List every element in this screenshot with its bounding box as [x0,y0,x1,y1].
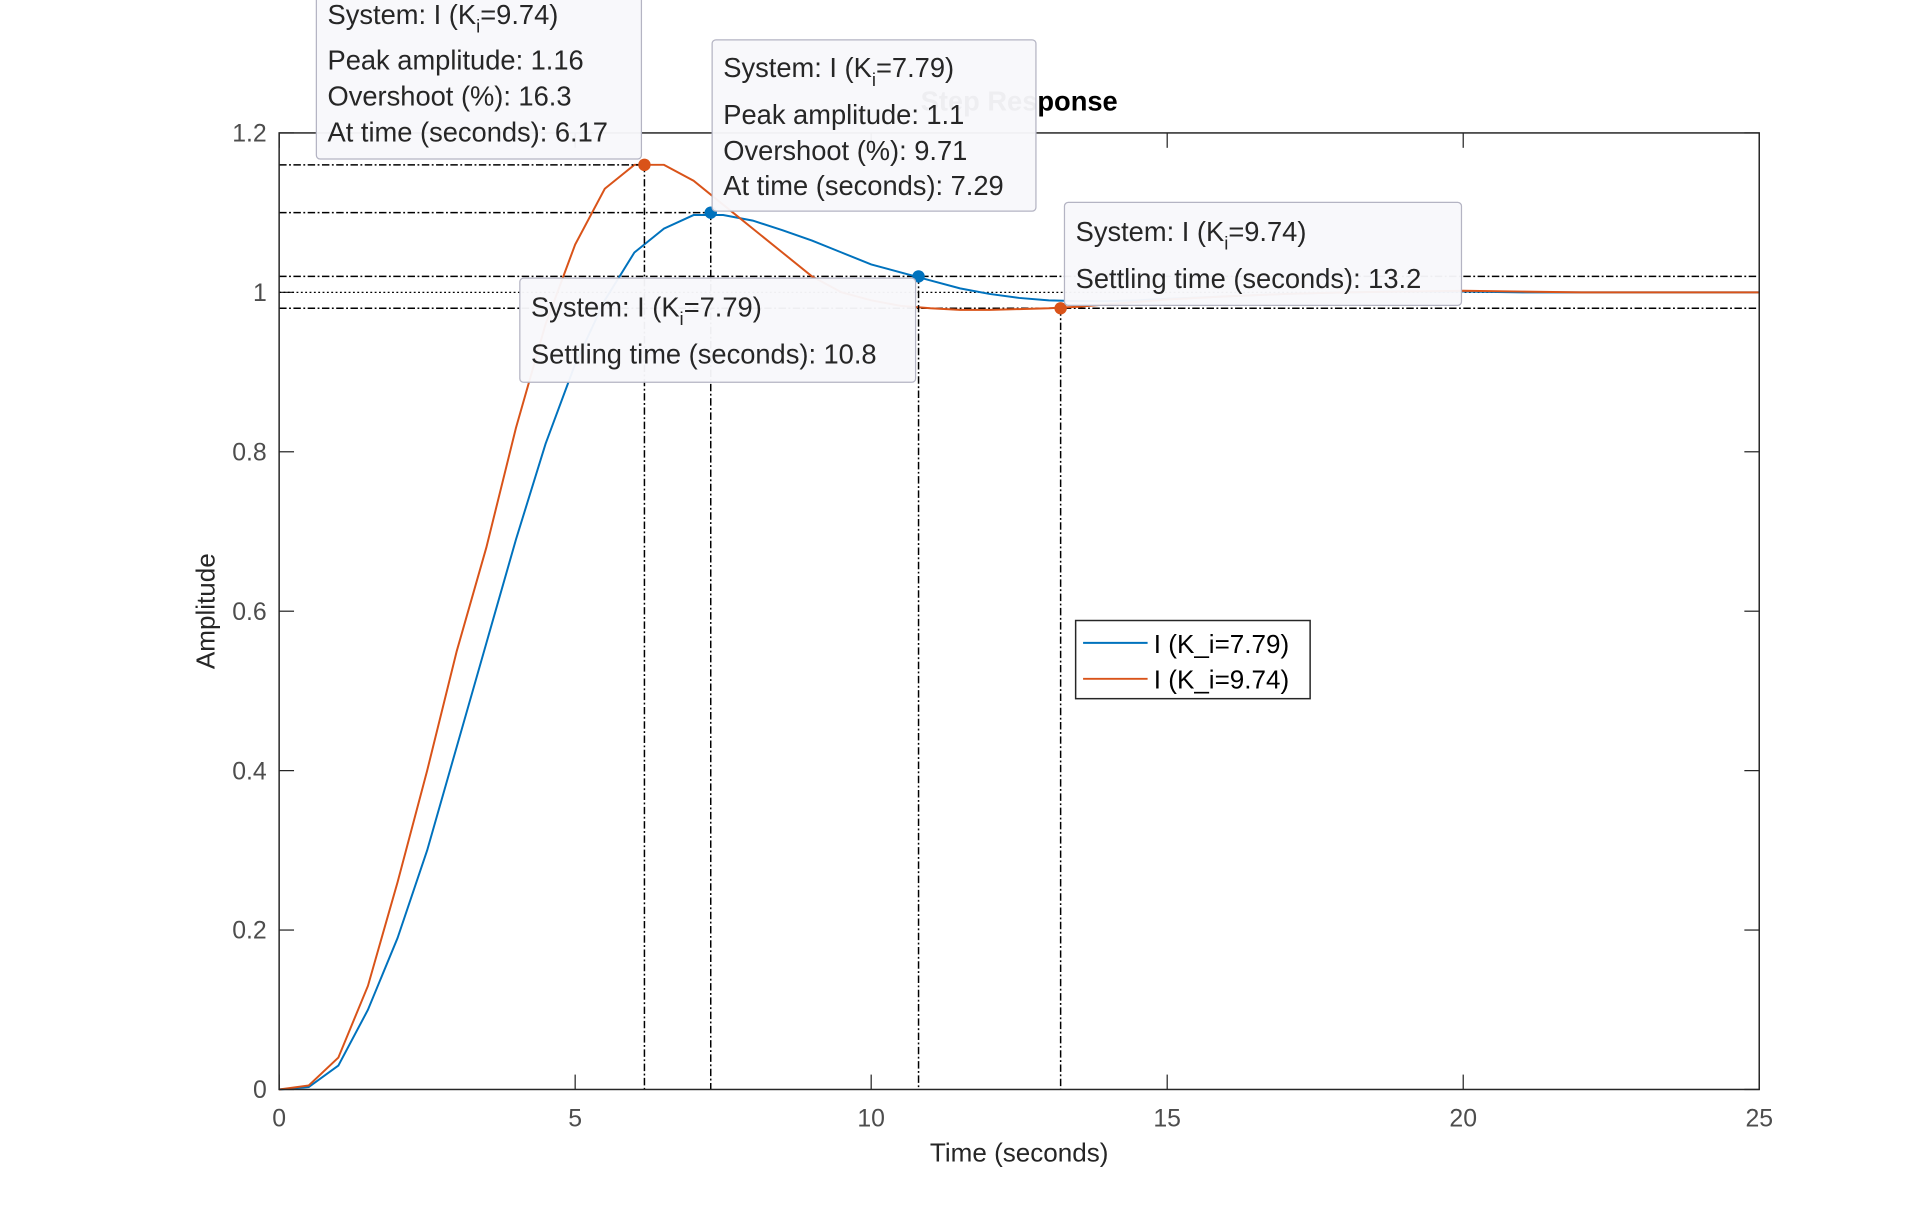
legend-label: I (K_i=9.74) [1154,665,1289,695]
legend: I (K_i=7.79) I (K_i=9.74) [1074,619,1311,700]
y-tick-label: 0.8 [232,439,266,466]
y-axis-label: Amplitude [191,553,221,669]
x-tick-label: 25 [1745,1106,1773,1133]
datatip-marker [1054,302,1067,315]
x-tick-label: 15 [1153,1106,1181,1133]
datatip: System: I (Ki=7.79) Peak amplitude: 1.1 Ove… [711,39,1037,212]
datatip-value: 13.2 [1368,263,1421,294]
y-tick-label: 0.2 [232,918,266,945]
system-prefix: System: I (K [723,52,872,83]
datatip: System: I (Ki=7.79) Settling time (second… [519,277,917,383]
x-tick-label: 0 [272,1106,286,1133]
y-tick-label: 0 [253,1077,267,1104]
system-subscript: i [476,15,480,36]
datatip-system: System: I (Ki=9.74) [328,0,559,36]
x-tick-label: 5 [568,1106,582,1133]
datatip-box [315,0,643,160]
datatip-system: System: I (Ki=7.79) [531,292,762,330]
system-suffix: =7.79) [876,52,954,83]
legend-box [1074,619,1311,700]
datatip-row: Overshoot (%): 16.3 [328,81,572,112]
y-tick-label: 0.6 [232,599,266,626]
legend-label: I (K_i=7.79) [1154,629,1289,659]
datatip-value: 7.29 [951,170,1004,201]
datatip-label: Peak amplitude: [328,45,524,76]
system-prefix: System: I (K [1076,216,1225,247]
x-tick-label: 10 [857,1106,885,1133]
datatip-row: Peak amplitude: 1.16 [328,45,584,76]
datatip-box [711,39,1037,212]
y-tick-label: 0.4 [232,758,267,785]
system-suffix: =9.74) [480,0,558,30]
system-suffix: =7.79) [684,292,762,323]
system-suffix: =9.74) [1228,216,1306,247]
system-subscript: i [1224,233,1228,254]
x-axis-label: Time (seconds) [930,1137,1109,1167]
datatip: System: I (Ki=9.74) Peak amplitude: 1.16 Ov… [315,0,643,160]
y-tick-label: 1 [253,280,267,307]
system-subscript: i [872,69,876,90]
datatip-value: 1.1 [926,99,964,130]
datatip-row: At time (seconds): 6.17 [328,117,608,148]
datatip-label: Settling time (seconds): [531,339,816,370]
datatip-label: Settling time (seconds): [1076,263,1361,294]
datatip-box [1063,201,1463,307]
system-prefix: System: I (K [328,0,477,30]
datatip-value: 16.3 [518,81,571,112]
datatip: System: I (Ki=9.74) Settling time (second… [1063,201,1463,307]
datatip-label: Peak amplitude: [723,99,919,130]
system-prefix: System: I (K [531,292,680,323]
datatip-label: At time (seconds): [328,117,548,148]
datatip-row: Overshoot (%): 9.71 [723,135,967,166]
datatip-row: Peak amplitude: 1.1 [723,99,964,130]
datatip-box [519,277,917,383]
datatip-value: 10.8 [824,339,877,370]
datatip-value: 9.71 [914,135,967,166]
datatip-system: System: I (Ki=7.79) [723,52,954,90]
datatip-row: At time (seconds): 7.29 [723,170,1003,201]
datatip-label: At time (seconds): [723,170,943,201]
datatip-label: Overshoot (%): [723,135,906,166]
x-tick-label: 20 [1449,1106,1477,1133]
system-subscript: i [680,308,684,329]
datatip-row: Settling time (seconds): 13.2 [1076,263,1422,294]
datatip-row: Settling time (seconds): 10.8 [531,339,877,370]
datatip-value: 6.17 [555,117,608,148]
datatip-label: Overshoot (%): [328,81,511,112]
datatip-value: 1.16 [531,45,584,76]
datatip-marker [638,158,651,172]
y-tick-label: 1.2 [232,121,266,148]
datatip-system: System: I (Ki=9.74) [1076,216,1307,254]
